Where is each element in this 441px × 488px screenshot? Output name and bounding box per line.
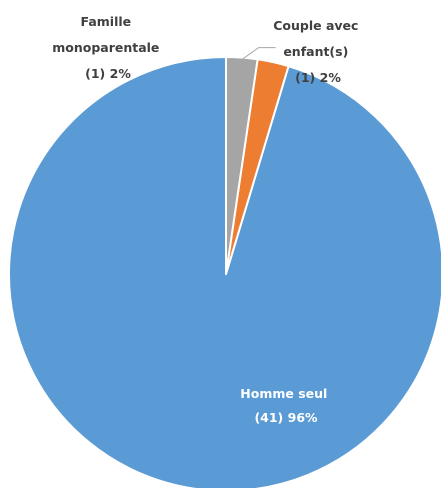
label-famille-line-2: monoparentale [52,40,159,55]
label-homme-seul-line-1: Homme seul [240,386,327,401]
label-famille-monoparentale: Famille monoparentale (1) 2% [52,14,164,81]
leader-line [241,47,276,61]
label-famille-line-3: (1) 2% [85,66,131,81]
label-couple-line-2: enfant(s) [283,44,348,59]
slice-couple-avec-enfants [225,55,259,275]
label-couple-line-1: Couple avec [273,18,358,33]
label-homme-seul-line-2: (41) 96% [254,410,318,425]
label-couple-line-3: (1) 2% [295,70,341,85]
label-famille-line-1: Famille [81,14,132,29]
label-homme-seul: Homme seul (41) 96% [240,386,331,425]
label-couple-avec-enfants: Couple avec enfant(s) (1) 2% [273,18,363,85]
